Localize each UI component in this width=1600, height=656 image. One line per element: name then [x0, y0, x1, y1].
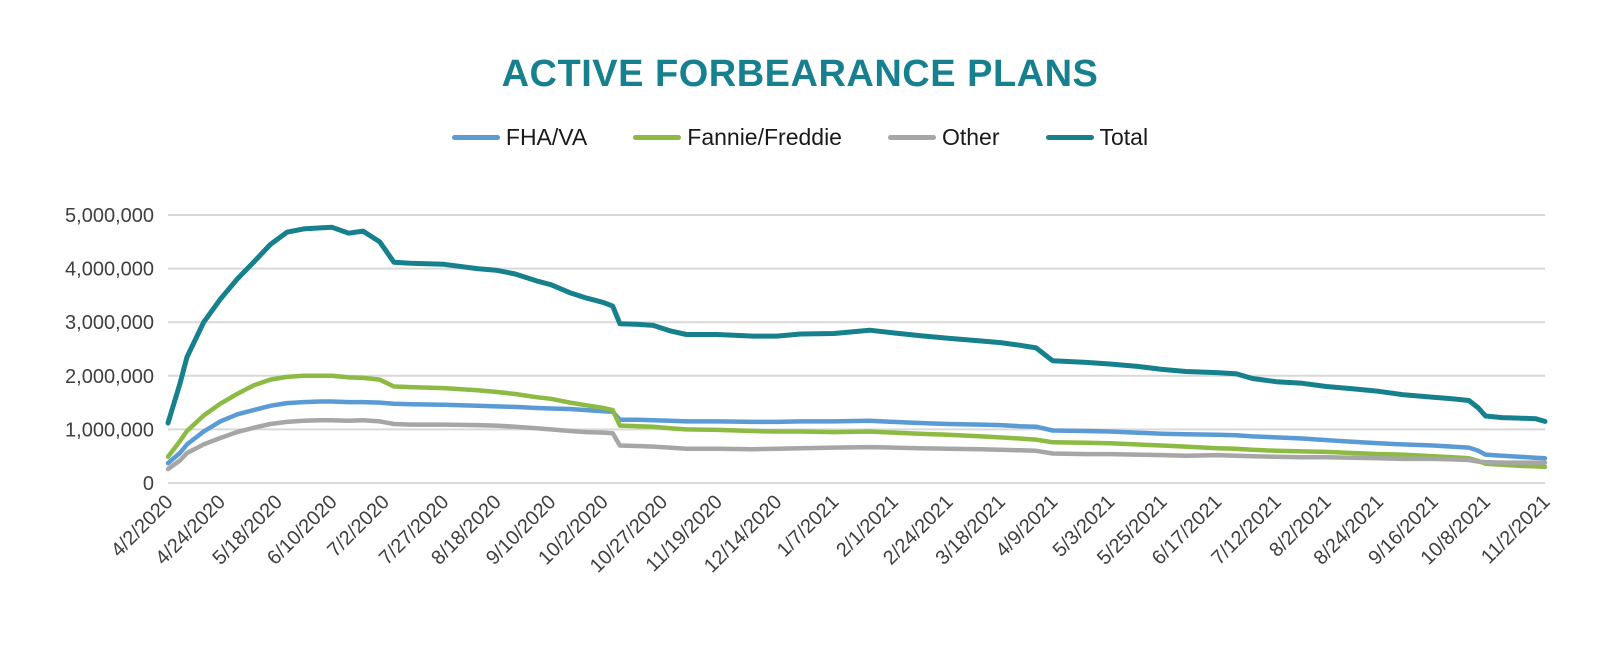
legend-swatch-total-icon — [1045, 135, 1094, 140]
y-axis-tick-label: 0 — [143, 473, 154, 495]
series-line-fha-va — [165, 399, 1548, 466]
y-axis-tick-label: 5,000,000 — [65, 205, 154, 227]
y-axis-tick-label: 2,000,000 — [65, 366, 154, 388]
series-line-fannie-freddie — [165, 373, 1548, 470]
y-axis-tick-label: 3,000,000 — [65, 312, 154, 334]
legend-item-fha-va: FHA/VA — [451, 124, 588, 151]
legend-label-fha-va: FHA/VA — [505, 124, 588, 150]
y-axis-tick-label: 1,000,000 — [65, 419, 154, 441]
y-axis-tick-label: 4,000,000 — [65, 259, 154, 281]
legend-label-other: Other — [941, 124, 1000, 150]
chart-title: ACTIVE FORBEARANCE PLANS — [501, 53, 1099, 95]
legend-item-fannie-freddie: Fannie/Freddie — [633, 124, 842, 151]
legend-item-other: Other — [887, 124, 1000, 151]
legend-label-total: Total — [1099, 124, 1149, 150]
x-axis-tick-label: 1/7/2021 — [773, 491, 844, 562]
series-line-other — [165, 418, 1548, 472]
legend-swatch-fha-va-icon — [451, 135, 500, 140]
legend-label-fannie-freddie: Fannie/Freddie — [687, 124, 842, 150]
series-line-total — [165, 224, 1548, 426]
legend-swatch-fannie-freddie-icon — [633, 135, 682, 140]
legend-item-total: Total — [1045, 124, 1149, 151]
legend-swatch-other-icon — [887, 135, 936, 140]
chart-legend: FHA/VA Fannie/Freddie Other Total — [0, 124, 1600, 151]
